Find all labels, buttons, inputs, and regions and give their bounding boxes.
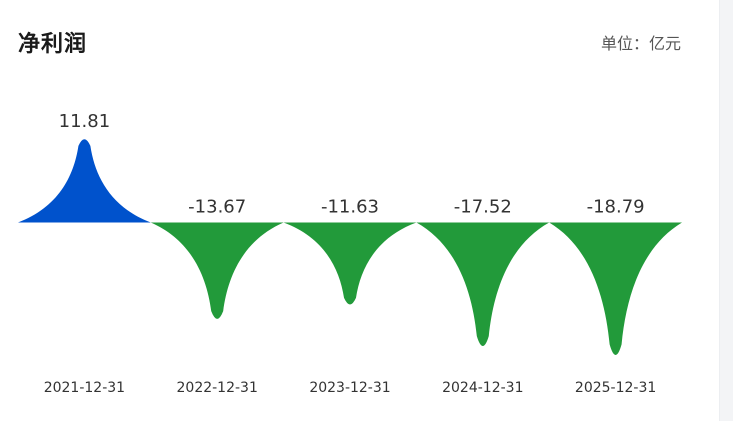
bar-2024-12-31[interactable] xyxy=(416,222,550,347)
x-tick-2023-12-31: 2023-12-31 xyxy=(309,380,390,396)
x-tick-2025-12-31: 2025-12-31 xyxy=(575,380,656,396)
x-tick-2022-12-31: 2022-12-31 xyxy=(177,380,258,396)
bar-2022-12-31[interactable] xyxy=(150,222,284,319)
data-label-2021-12-31: 11.81 xyxy=(59,111,111,132)
bar-2025-12-31[interactable] xyxy=(549,222,682,355)
unit-label: 单位：亿元 xyxy=(600,34,681,53)
x-tick-2021-12-31: 2021-12-31 xyxy=(44,380,125,396)
bar-2023-12-31[interactable] xyxy=(283,222,417,305)
x-tick-2024-12-31: 2024-12-31 xyxy=(442,380,523,396)
data-label-2023-12-31: -11.63 xyxy=(321,197,379,218)
scroll-edge xyxy=(719,0,733,421)
data-label-2025-12-31: -18.79 xyxy=(587,197,645,218)
data-label-2024-12-31: -17.52 xyxy=(454,197,512,218)
data-label-2022-12-31: -13.67 xyxy=(188,197,246,218)
chart-title: 净利润 xyxy=(18,32,88,57)
bar-2021-12-31[interactable] xyxy=(18,139,151,223)
